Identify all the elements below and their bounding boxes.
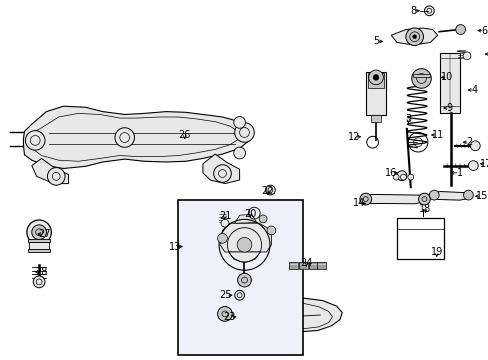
Bar <box>370 115 381 122</box>
Text: 5: 5 <box>373 36 379 46</box>
Circle shape <box>462 52 470 60</box>
Circle shape <box>217 233 227 243</box>
Circle shape <box>266 226 275 235</box>
Text: 21: 21 <box>218 211 231 221</box>
Circle shape <box>221 219 228 227</box>
Circle shape <box>463 190 472 200</box>
Circle shape <box>468 161 477 171</box>
Circle shape <box>217 307 232 321</box>
Text: 15: 15 <box>474 191 487 201</box>
Circle shape <box>233 117 245 128</box>
Polygon shape <box>362 194 429 204</box>
Bar <box>365 72 386 115</box>
Circle shape <box>396 171 406 181</box>
Bar <box>367 73 384 88</box>
Circle shape <box>412 35 416 39</box>
Text: 14: 14 <box>352 198 365 208</box>
Circle shape <box>407 174 413 180</box>
Circle shape <box>33 276 45 288</box>
Text: 26: 26 <box>178 130 191 140</box>
Text: 2: 2 <box>466 137 471 147</box>
Polygon shape <box>228 252 260 263</box>
Text: 17: 17 <box>479 159 488 169</box>
Text: 20: 20 <box>244 209 256 219</box>
Bar <box>439 53 459 113</box>
Circle shape <box>32 225 46 239</box>
Text: 23: 23 <box>223 312 236 322</box>
Bar <box>317 262 325 269</box>
Circle shape <box>47 168 65 185</box>
Circle shape <box>27 220 51 244</box>
Polygon shape <box>220 223 271 252</box>
Polygon shape <box>32 158 68 184</box>
Bar <box>412 74 429 77</box>
Bar <box>308 262 317 269</box>
Text: 13: 13 <box>168 242 181 252</box>
Bar <box>178 200 303 355</box>
Circle shape <box>405 28 423 45</box>
Circle shape <box>428 190 438 200</box>
Bar <box>288 262 297 269</box>
Text: 27: 27 <box>38 229 50 239</box>
Text: 4: 4 <box>470 85 476 95</box>
Circle shape <box>259 215 266 223</box>
Circle shape <box>368 70 383 85</box>
Text: 19: 19 <box>429 247 442 257</box>
Text: 22: 22 <box>261 186 274 196</box>
Text: 16: 16 <box>384 168 397 178</box>
Circle shape <box>115 128 134 147</box>
Text: 11: 11 <box>430 130 443 140</box>
Polygon shape <box>220 297 342 332</box>
Circle shape <box>400 174 406 180</box>
Text: 8: 8 <box>409 6 415 16</box>
Circle shape <box>237 273 251 287</box>
Bar <box>28 249 50 252</box>
Text: 28: 28 <box>35 267 48 277</box>
Circle shape <box>234 123 254 142</box>
Polygon shape <box>390 28 437 45</box>
Bar <box>28 239 50 242</box>
Circle shape <box>418 193 429 205</box>
Circle shape <box>392 174 398 180</box>
Text: 6: 6 <box>480 26 486 36</box>
Text: 3: 3 <box>405 114 410 124</box>
Circle shape <box>233 147 245 159</box>
Circle shape <box>213 165 231 182</box>
Polygon shape <box>236 203 273 223</box>
Circle shape <box>234 290 244 300</box>
Polygon shape <box>23 106 251 168</box>
Polygon shape <box>234 214 256 223</box>
Bar <box>396 218 443 259</box>
Text: 1: 1 <box>456 168 462 178</box>
Circle shape <box>411 69 430 88</box>
Text: 9: 9 <box>446 103 452 113</box>
Circle shape <box>359 193 371 205</box>
Circle shape <box>25 131 45 150</box>
Circle shape <box>372 75 378 80</box>
Text: 25: 25 <box>219 290 232 300</box>
Circle shape <box>424 6 433 16</box>
Circle shape <box>455 24 465 35</box>
Circle shape <box>469 141 479 151</box>
Text: 24: 24 <box>300 258 312 268</box>
Circle shape <box>265 185 275 195</box>
Polygon shape <box>203 154 239 184</box>
Bar <box>29 242 49 249</box>
Circle shape <box>237 238 251 252</box>
Polygon shape <box>430 192 471 200</box>
Text: 18: 18 <box>418 204 431 214</box>
Text: 12: 12 <box>347 132 360 142</box>
Bar <box>298 262 307 269</box>
Text: 10: 10 <box>440 72 453 82</box>
